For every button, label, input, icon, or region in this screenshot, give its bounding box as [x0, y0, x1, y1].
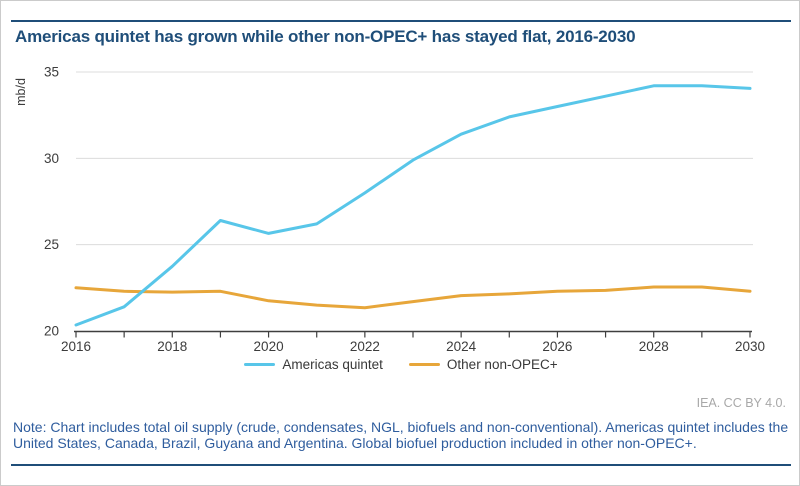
legend-label: Americas quintet	[282, 357, 383, 372]
legend-item-americas-quintet: Americas quintet	[244, 357, 383, 372]
x-tick-label-2018: 2018	[157, 339, 187, 354]
x-tick-label-2024: 2024	[446, 339, 477, 354]
footnote: Note: Chart includes total oil supply (c…	[13, 419, 789, 451]
other-non-opec-line-swatch	[408, 362, 440, 367]
x-tick-label-2026: 2026	[542, 339, 572, 354]
x-tick-label-2030: 2030	[735, 339, 765, 354]
series-line-americas-quintet	[74, 84, 752, 327]
y-axis-unit-label: mb/d	[14, 78, 28, 106]
chart-legend: Americas quintet Other non-OPEC+	[1, 357, 799, 372]
y-tick-label-25: 25	[44, 237, 59, 252]
legend-item-other-non-opec: Other non-OPEC+	[408, 357, 558, 372]
line-chart: 20 25 30 35 mb/d 2016 2018 2020 2022 2024 2026 2028…	[14, 65, 765, 355]
americas-quintet-line-swatch	[244, 362, 276, 367]
bottom-rule	[11, 464, 791, 466]
y-tick-label-35: 35	[44, 65, 59, 80]
top-rule	[11, 20, 791, 22]
x-tick-label-2028: 2028	[639, 339, 669, 354]
chart-title: Americas quintet has grown while other n…	[15, 27, 636, 46]
y-tick-label-30: 30	[44, 151, 59, 166]
x-tick-label-2022: 2022	[350, 339, 380, 354]
legend-label: Other non-OPEC+	[446, 357, 558, 372]
x-tick-label-2016: 2016	[61, 339, 91, 354]
series-line-other-non-opec-	[74, 285, 752, 310]
y-tick-label-20: 20	[44, 324, 59, 339]
x-tick-label-2020: 2020	[254, 339, 284, 354]
license-credit: IEA. CC BY 4.0.	[696, 396, 786, 410]
